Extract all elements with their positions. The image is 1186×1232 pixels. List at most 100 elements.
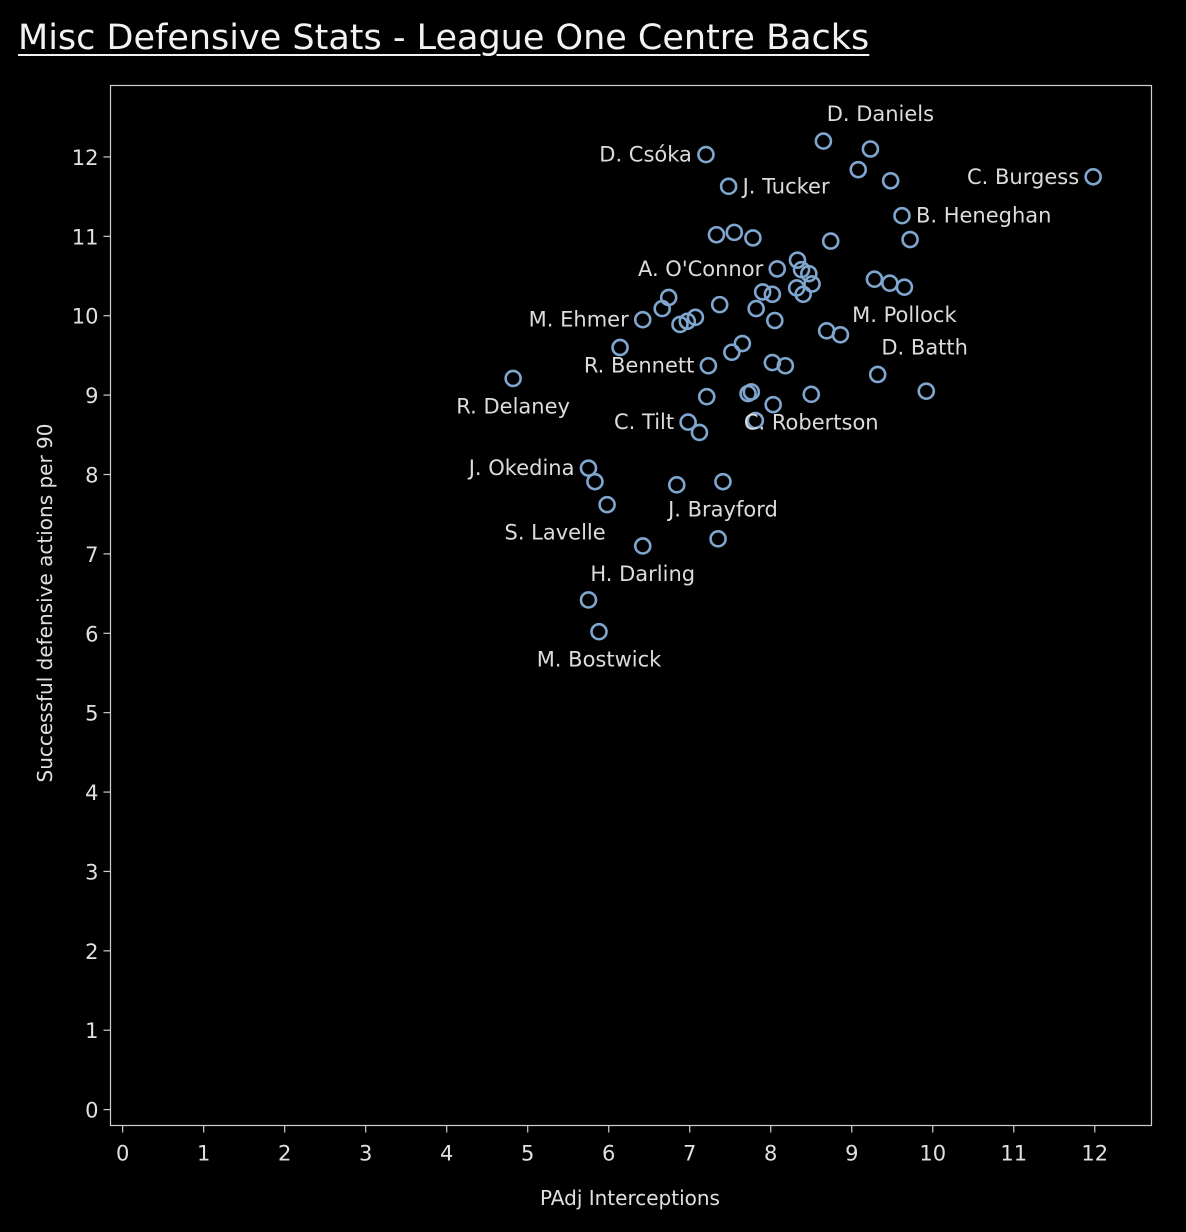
data-point[interactable] [917, 382, 936, 400]
x-tick-label: 9 [845, 1142, 858, 1166]
data-point[interactable] [803, 275, 821, 293]
point-label: C. Robertson [744, 410, 879, 434]
data-point[interactable] [611, 338, 629, 357]
y-tick-label: 7 [85, 543, 98, 567]
data-point[interactable] [1084, 167, 1102, 186]
point-label: J. Brayford [666, 498, 778, 522]
data-point[interactable] [831, 325, 850, 344]
y-tick-label: 3 [85, 860, 98, 884]
data-point[interactable] [893, 206, 911, 225]
data-point[interactable] [768, 260, 787, 278]
data-point[interactable] [895, 278, 914, 296]
data-point[interactable] [865, 270, 884, 289]
point-label: J. Okedina [467, 456, 575, 480]
data-point[interactable] [764, 395, 782, 414]
data-point[interactable] [733, 334, 752, 353]
data-point[interactable] [788, 251, 807, 269]
data-point[interactable] [679, 413, 697, 431]
x-tick-label: 6 [602, 1142, 615, 1166]
data-point[interactable] [881, 274, 899, 292]
y-tick-label: 0 [85, 1099, 98, 1123]
y-tick-label: 5 [85, 702, 98, 726]
point-label: C. Burgess [967, 165, 1079, 189]
data-point[interactable] [697, 145, 715, 164]
x-tick-label: 10 [919, 1142, 946, 1166]
point-label: M. Pollock [852, 303, 957, 327]
data-point[interactable] [868, 365, 887, 384]
y-tick-label: 2 [85, 940, 98, 964]
data-point[interactable] [579, 591, 598, 609]
y-tick-label: 9 [85, 384, 98, 408]
point-label: D. Daniels [827, 102, 934, 126]
data-point[interactable] [765, 311, 784, 330]
data-point[interactable] [633, 537, 652, 555]
point-label: M. Bostwick [537, 648, 662, 672]
data-point[interactable] [633, 310, 652, 329]
x-tick-label: 5 [521, 1142, 534, 1166]
point-label: M. Ehmer [529, 308, 629, 332]
data-point[interactable] [714, 472, 732, 491]
data-point[interactable] [697, 387, 716, 406]
x-axis-label: PAdj Interceptions [540, 1186, 720, 1210]
point-label: J. Tucker [741, 174, 830, 198]
data-point[interactable] [802, 385, 821, 404]
y-tick-label: 6 [85, 622, 98, 646]
point-label: S. Lavelle [505, 521, 606, 545]
y-tick-label: 4 [85, 781, 98, 805]
data-point[interactable] [901, 230, 919, 249]
data-point[interactable] [776, 356, 795, 375]
point-label: B. Heneghan [916, 204, 1052, 228]
data-point[interactable] [709, 530, 727, 548]
data-point[interactable] [753, 283, 772, 301]
point-label: H. Darling [590, 562, 695, 586]
x-tick-label: 3 [359, 1142, 372, 1166]
data-point[interactable] [849, 160, 868, 179]
data-point[interactable] [504, 369, 522, 388]
data-point[interactable] [686, 308, 705, 327]
point-label: R. Delaney [456, 394, 570, 418]
x-tick-label: 8 [764, 1142, 777, 1166]
data-points [504, 132, 1102, 641]
x-tick-label: 4 [440, 1142, 453, 1166]
point-label: R. Bennett [584, 354, 695, 378]
data-point[interactable] [814, 132, 833, 150]
data-point[interactable] [699, 356, 718, 375]
data-point[interactable] [719, 177, 738, 196]
y-tick-label: 12 [72, 146, 99, 170]
data-point[interactable] [747, 299, 765, 318]
x-tick-label: 2 [278, 1142, 291, 1166]
data-point[interactable] [598, 495, 616, 514]
point-label: C. Tilt [614, 410, 674, 434]
x-tick-label: 0 [116, 1142, 129, 1166]
point-label: D. Batth [881, 335, 968, 359]
plot-area-frame [109, 84, 1153, 1127]
data-point[interactable] [710, 295, 729, 314]
data-point[interactable] [861, 140, 880, 158]
data-point[interactable] [725, 223, 744, 242]
chart-title: Misc Defensive Stats - League One Centre… [18, 18, 870, 58]
y-tick-label: 10 [72, 305, 99, 329]
y-tick-label: 11 [72, 225, 99, 249]
x-tick-label: 7 [683, 1142, 696, 1166]
data-point[interactable] [690, 423, 709, 442]
data-point[interactable] [746, 411, 765, 430]
data-point[interactable] [723, 343, 741, 362]
data-point[interactable] [579, 459, 598, 477]
data-point[interactable] [653, 299, 671, 318]
data-point[interactable] [707, 225, 726, 244]
point-labels: D. Daniels D. Csóka C. Burgess J. Tucker B. … [456, 102, 1079, 672]
data-point[interactable] [742, 383, 761, 401]
data-point[interactable] [671, 315, 689, 334]
data-point[interactable] [586, 472, 604, 491]
data-point[interactable] [590, 622, 608, 641]
data-point[interactable] [744, 229, 762, 247]
data-point[interactable] [800, 264, 818, 283]
data-point[interactable] [881, 171, 900, 190]
data-point[interactable] [667, 476, 686, 494]
y-tick-label: 1 [85, 1019, 98, 1043]
data-point[interactable] [794, 285, 812, 304]
data-point[interactable] [821, 232, 840, 250]
data-point[interactable] [763, 285, 782, 304]
point-label: A. O'Connor [638, 257, 764, 281]
